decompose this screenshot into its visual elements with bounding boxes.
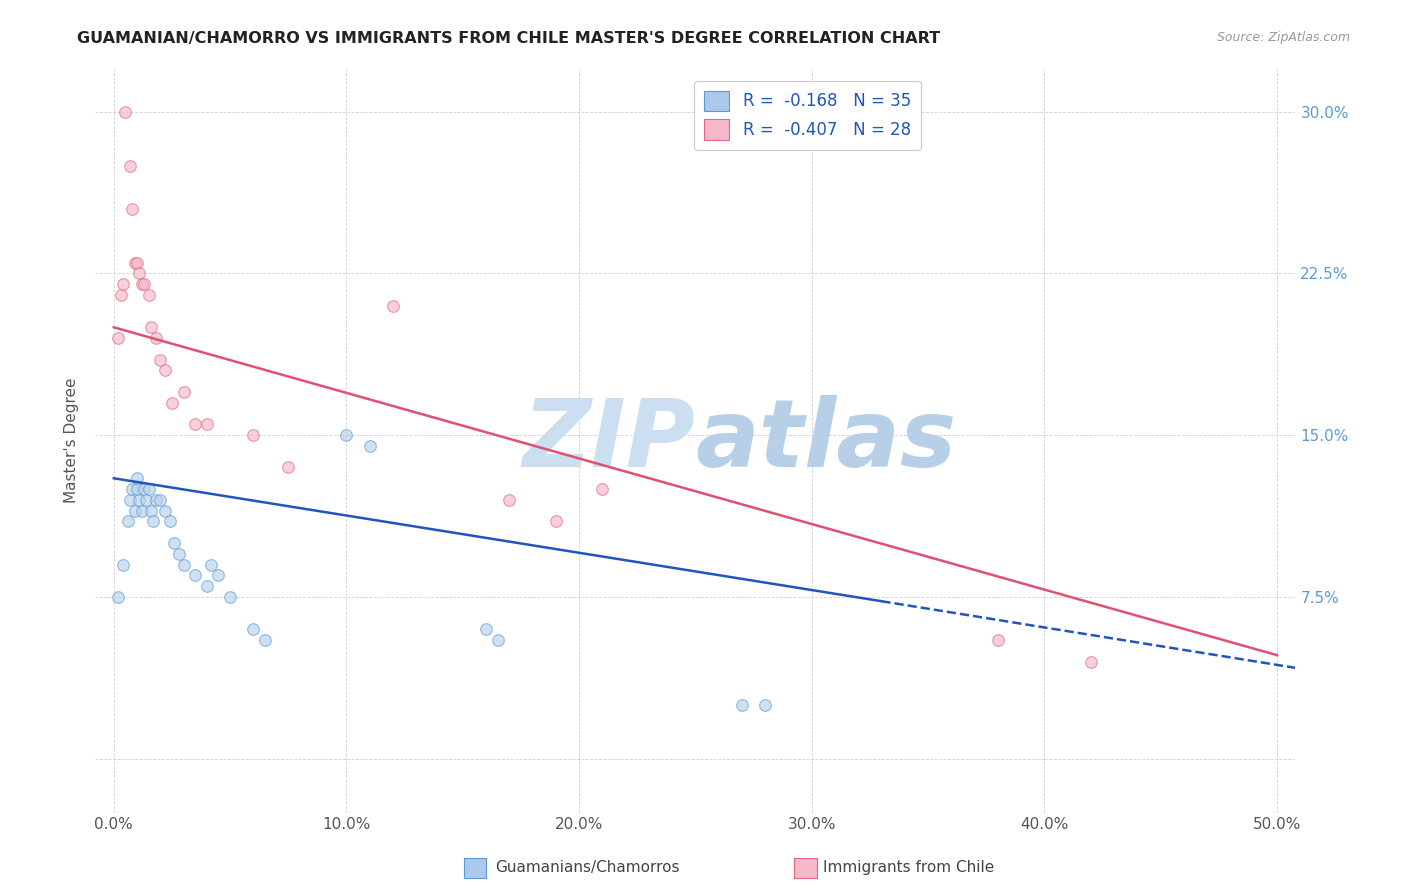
Point bbox=[128, 492, 150, 507]
Point bbox=[160, 396, 183, 410]
Point bbox=[139, 503, 162, 517]
Point bbox=[138, 482, 160, 496]
Point bbox=[163, 536, 186, 550]
Point bbox=[359, 439, 381, 453]
Point bbox=[125, 471, 148, 485]
Point bbox=[184, 568, 207, 582]
Point bbox=[117, 515, 139, 529]
Point bbox=[173, 384, 195, 399]
Point bbox=[149, 352, 172, 367]
Point bbox=[114, 104, 136, 119]
Text: Source: ZipAtlas.com: Source: ZipAtlas.com bbox=[1216, 31, 1350, 45]
Point bbox=[145, 331, 167, 345]
Point bbox=[112, 558, 135, 572]
Point bbox=[153, 503, 176, 517]
Point bbox=[132, 482, 155, 496]
Point bbox=[731, 698, 754, 712]
Point bbox=[107, 331, 129, 345]
Point bbox=[475, 622, 498, 636]
Point bbox=[184, 417, 207, 432]
Point bbox=[277, 460, 299, 475]
Point bbox=[195, 417, 218, 432]
Point bbox=[498, 492, 520, 507]
Point bbox=[173, 558, 195, 572]
Point bbox=[125, 482, 148, 496]
Point bbox=[242, 428, 264, 442]
Point bbox=[121, 202, 143, 216]
Point bbox=[138, 288, 160, 302]
Point bbox=[219, 590, 242, 604]
Point bbox=[486, 633, 509, 648]
Point bbox=[124, 255, 146, 269]
Point bbox=[131, 277, 153, 292]
Point bbox=[131, 503, 153, 517]
Point bbox=[153, 363, 176, 377]
Point bbox=[135, 492, 157, 507]
Point bbox=[132, 277, 155, 292]
Point bbox=[987, 633, 1010, 648]
Point bbox=[195, 579, 218, 593]
Point bbox=[145, 492, 167, 507]
Text: Immigrants from Chile: Immigrants from Chile bbox=[823, 861, 994, 875]
Point bbox=[591, 482, 613, 496]
Point bbox=[125, 255, 148, 269]
Point bbox=[107, 590, 129, 604]
Text: Guamanians/Chamorros: Guamanians/Chamorros bbox=[495, 861, 679, 875]
Point bbox=[124, 503, 146, 517]
Point bbox=[120, 159, 142, 173]
Point bbox=[120, 492, 142, 507]
Point bbox=[207, 568, 229, 582]
Point bbox=[149, 492, 172, 507]
Point bbox=[253, 633, 276, 648]
Text: atlas: atlas bbox=[696, 394, 956, 486]
Point bbox=[139, 320, 162, 334]
Point bbox=[242, 622, 264, 636]
Point bbox=[754, 698, 776, 712]
Point bbox=[128, 266, 150, 280]
Point bbox=[142, 515, 165, 529]
Point bbox=[1080, 655, 1102, 669]
Legend: R =  -0.168   N = 35, R =  -0.407   N = 28: R = -0.168 N = 35, R = -0.407 N = 28 bbox=[695, 80, 921, 150]
Point bbox=[121, 482, 143, 496]
Point bbox=[381, 299, 404, 313]
Text: GUAMANIAN/CHAMORRO VS IMMIGRANTS FROM CHILE MASTER'S DEGREE CORRELATION CHART: GUAMANIAN/CHAMORRO VS IMMIGRANTS FROM CH… bbox=[77, 31, 941, 46]
Point bbox=[112, 277, 135, 292]
Point bbox=[167, 547, 190, 561]
Point bbox=[110, 288, 132, 302]
Point bbox=[544, 515, 567, 529]
Point bbox=[200, 558, 222, 572]
Point bbox=[159, 515, 181, 529]
Text: ZIP: ZIP bbox=[523, 394, 696, 486]
Y-axis label: Master's Degree: Master's Degree bbox=[65, 378, 79, 503]
Point bbox=[335, 428, 357, 442]
